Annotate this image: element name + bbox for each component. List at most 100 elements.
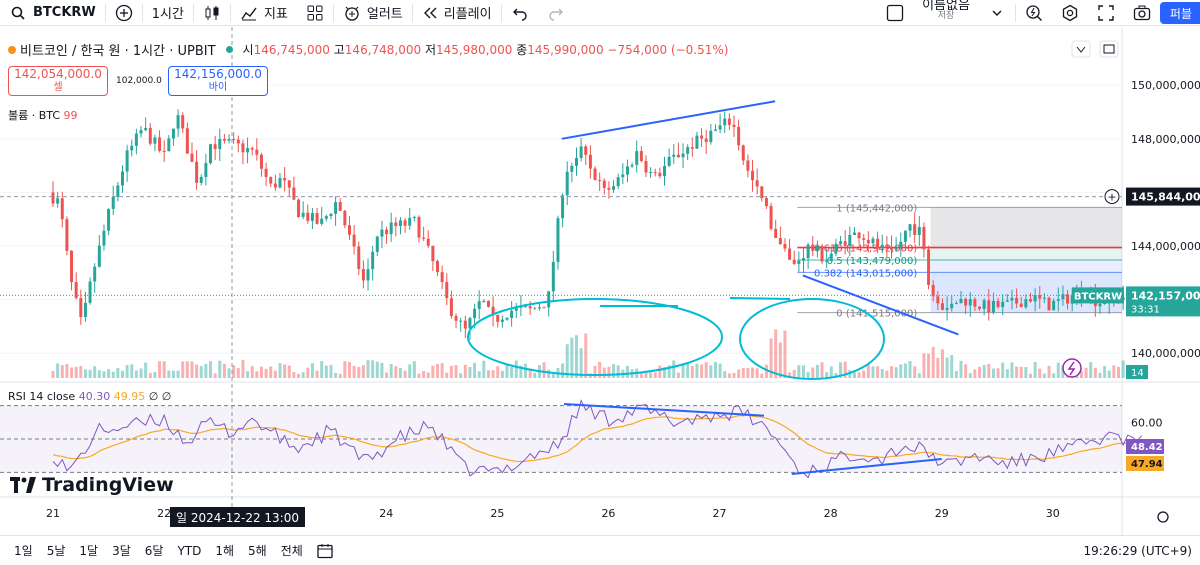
- candle-body: [324, 216, 328, 219]
- volume-bar: [876, 366, 880, 378]
- range-button[interactable]: 1해: [215, 544, 235, 558]
- candle-body: [1015, 297, 1019, 304]
- crosshair-time-label: 일 2024-12-22 13:00: [170, 507, 305, 527]
- volume-bar: [273, 370, 277, 378]
- candle-body: [352, 234, 356, 247]
- drawings[interactable]: [467, 100, 959, 475]
- range-button[interactable]: 6달: [144, 544, 164, 558]
- date-range-icon[interactable]: [316, 542, 334, 560]
- volume-bar: [959, 360, 963, 378]
- sell-button[interactable]: 142,054,000.0 셀: [8, 66, 108, 96]
- volume-bar: [561, 363, 565, 378]
- volume-bar: [565, 344, 569, 378]
- search-icon: [9, 4, 27, 22]
- save-button[interactable]: 이름없음 저장: [913, 0, 979, 26]
- buy-button[interactable]: 142,156,000.0 바이: [168, 66, 268, 96]
- rsi-legend: RSI 14 close 40.30 49.95 ∅ ∅: [8, 390, 172, 403]
- price-tick-label: 144,000,000: [1131, 240, 1200, 253]
- chart-canvas[interactable]: 1 (145,442,000) 0.618 (143,942,000)0.5 (1…: [0, 27, 1200, 535]
- volume-bar: [158, 361, 162, 378]
- save-dropdown[interactable]: [979, 0, 1015, 26]
- candle-body: [741, 145, 745, 161]
- volume-bar: [542, 362, 546, 378]
- settings-button[interactable]: [1052, 0, 1088, 26]
- candle-body: [783, 244, 787, 249]
- save-checkbox[interactable]: [877, 0, 913, 26]
- candle-body: [347, 225, 351, 235]
- bottom-toolbar: 1일 5날 1달 3달 6달 YTD 1해 5해 전체 19:26:29 (UTC+9): [0, 535, 1200, 565]
- candle-body: [97, 245, 101, 267]
- volume-bar: [890, 366, 894, 378]
- range-button[interactable]: 5해: [248, 544, 267, 558]
- redo-button[interactable]: [538, 0, 574, 26]
- candle-body: [801, 258, 805, 261]
- candle-body: [885, 244, 889, 247]
- candle-body: [987, 300, 991, 313]
- range-button[interactable]: 3달: [112, 544, 131, 558]
- volume-bar: [774, 329, 778, 378]
- candle-body: [338, 202, 342, 211]
- undo-button[interactable]: [502, 0, 538, 26]
- clock[interactable]: 19:26:29 (UTC+9): [1083, 544, 1192, 558]
- candle-body: [195, 161, 199, 183]
- symbol-tag: [1072, 287, 1124, 304]
- compare-button[interactable]: [106, 0, 142, 26]
- candle-body: [361, 269, 365, 281]
- range-button[interactable]: YTD: [177, 543, 202, 558]
- symbol-search[interactable]: BTCKRW: [0, 0, 105, 26]
- candle-body: [500, 319, 504, 322]
- volume-bar: [287, 365, 291, 378]
- volume-bar: [616, 365, 620, 378]
- volume-bar: [695, 363, 699, 378]
- volume-bar: [533, 372, 537, 378]
- volume-bar: [1038, 368, 1042, 378]
- price-tick-label: 140,000,000: [1131, 347, 1200, 360]
- fullscreen-button[interactable]: [1088, 0, 1124, 26]
- volume-bar: [751, 367, 755, 378]
- publish-button[interactable]: 퍼블: [1159, 2, 1200, 24]
- candle-body: [171, 128, 175, 139]
- volume-bar: [1033, 361, 1037, 378]
- range-button[interactable]: 5날: [46, 544, 66, 558]
- lightning-icon: [1062, 358, 1082, 378]
- replay-button[interactable]: 리플레이: [413, 0, 501, 26]
- candle-body: [737, 126, 741, 146]
- snapshot-button[interactable]: [1124, 0, 1160, 26]
- save-label: 이름없음: [922, 0, 970, 13]
- candle-body: [329, 213, 333, 217]
- volume-bar: [718, 363, 722, 378]
- volume-bar: [375, 361, 379, 378]
- volume-bar: [788, 372, 792, 378]
- candle-body: [65, 219, 69, 251]
- volume-bar: [1089, 362, 1093, 378]
- volume-bar: [954, 370, 958, 378]
- volume-bar: [148, 372, 152, 378]
- range-button[interactable]: 1달: [79, 544, 99, 558]
- candle-body: [616, 177, 620, 187]
- indicators-button[interactable]: 지표: [231, 0, 297, 26]
- candle-body: [755, 180, 759, 187]
- range-button[interactable]: 전체: [280, 544, 303, 558]
- candle-body: [1019, 303, 1023, 308]
- volume-bar: [1112, 365, 1116, 378]
- volume-bar: [449, 365, 453, 378]
- layout-button[interactable]: [297, 0, 333, 26]
- quick-search-button[interactable]: [1016, 0, 1052, 26]
- volume-bar: [598, 361, 602, 378]
- candle-body: [167, 138, 171, 152]
- interval-button[interactable]: 1시간: [151, 7, 184, 22]
- candle-body: [1103, 303, 1107, 305]
- alert-button[interactable]: 얼러트: [334, 0, 412, 26]
- candle-body: [704, 138, 708, 143]
- candle-body: [1038, 295, 1042, 299]
- chart-type-button[interactable]: [194, 0, 230, 26]
- volume-bar: [357, 367, 361, 378]
- range-button[interactable]: 1일: [14, 544, 33, 558]
- volume-bar: [241, 360, 245, 378]
- indicators-label: 지표: [263, 7, 288, 22]
- fib-retracement[interactable]: 1 (145,442,000) 0.618 (143,942,000)0.5 (1…: [797, 203, 1122, 320]
- candle-body: [598, 180, 602, 182]
- market-open-dot: [225, 46, 233, 53]
- volume-bar: [658, 365, 662, 378]
- volume-bar: [227, 368, 231, 378]
